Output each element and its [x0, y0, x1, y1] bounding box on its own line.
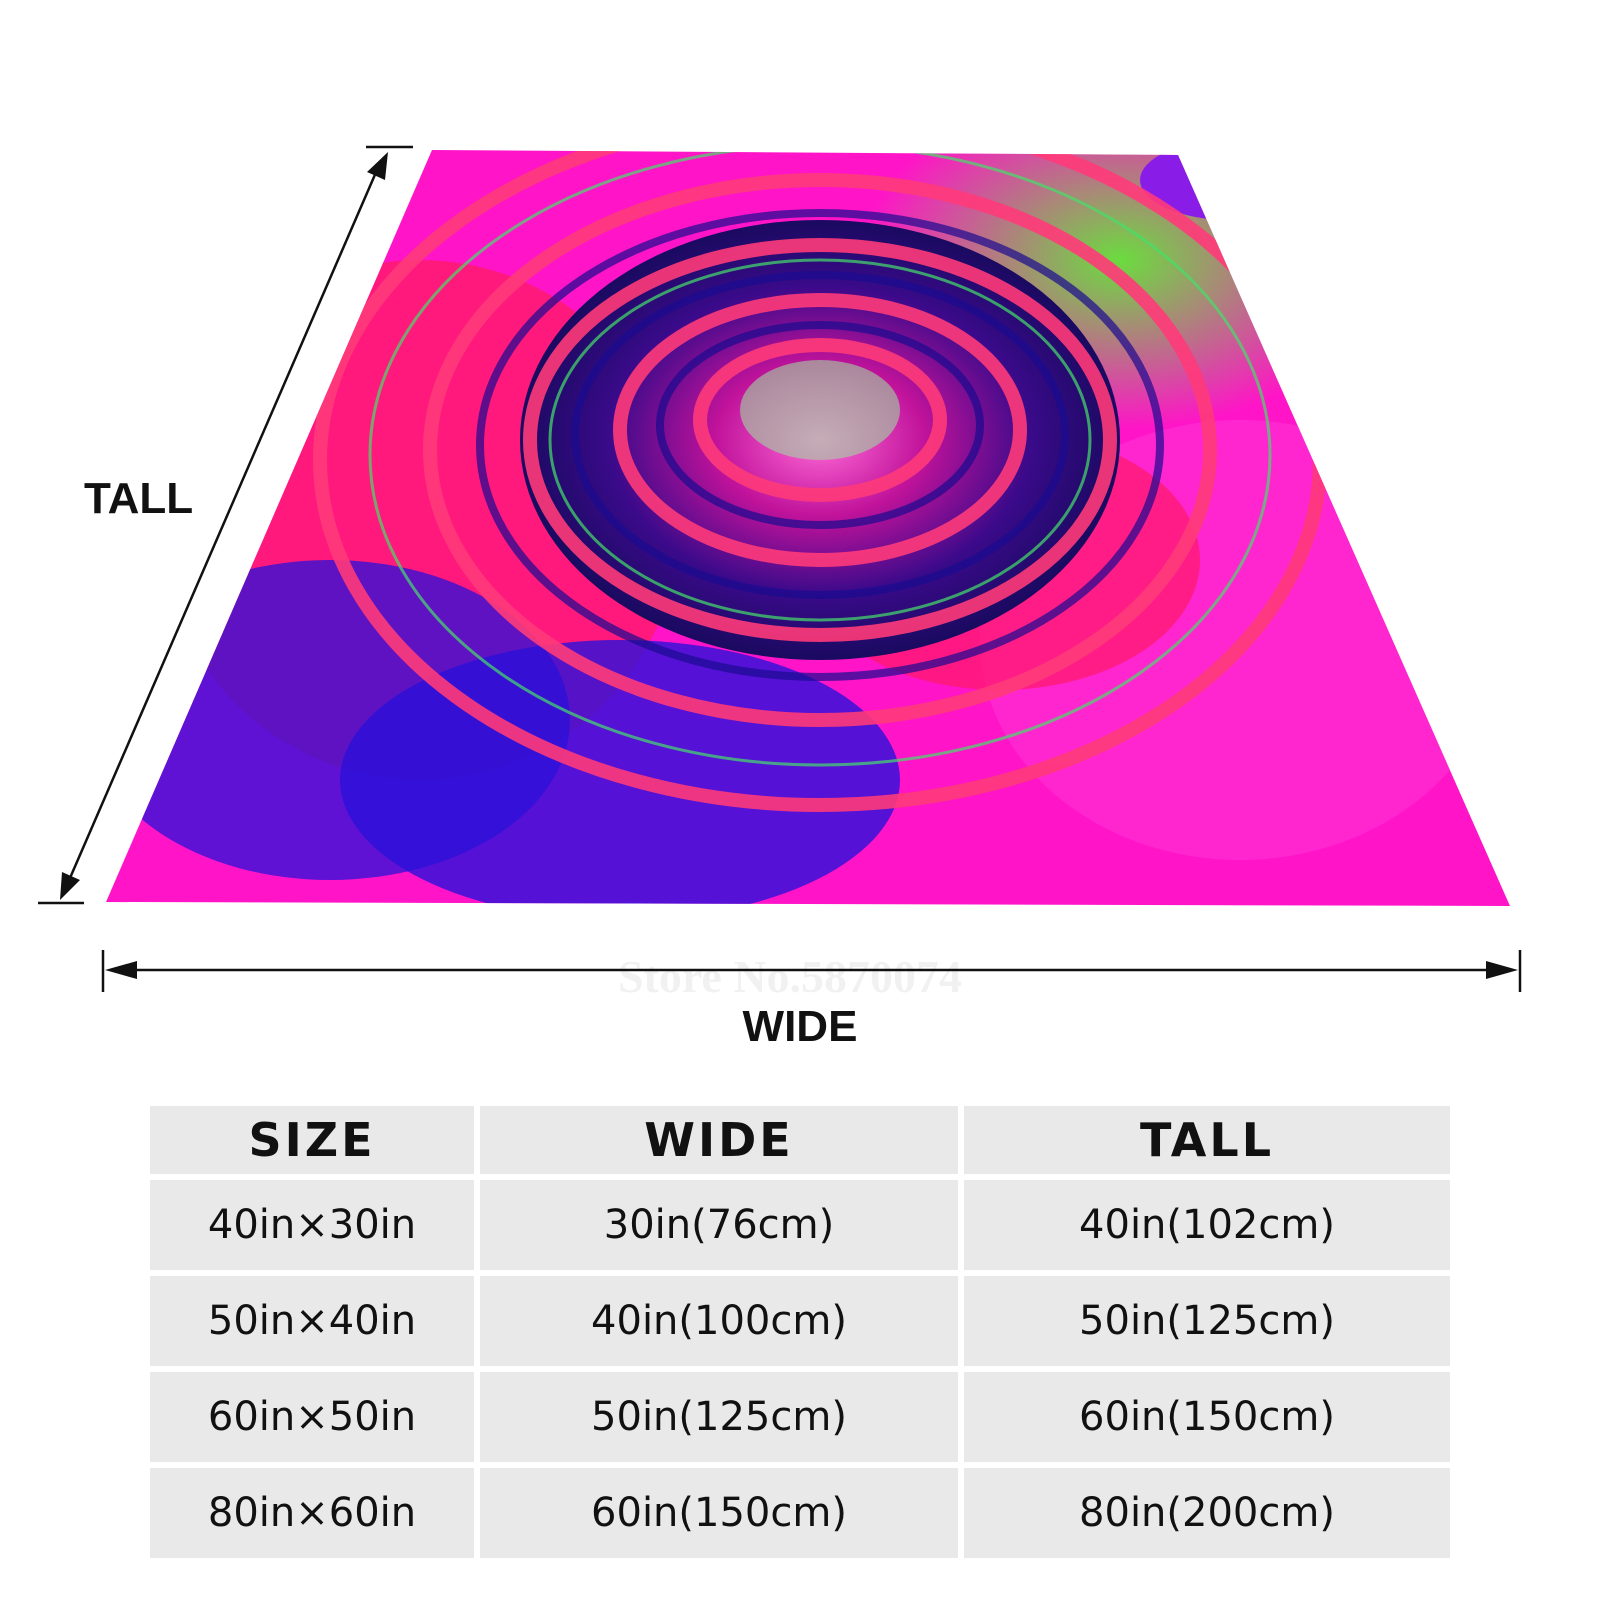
table-row: 80in×60in 60in(150cm) 80in(200cm)	[150, 1468, 1450, 1564]
wide-cell: 40in(100cm)	[480, 1276, 964, 1372]
column-header-wide: WIDE	[480, 1106, 964, 1180]
tall-dimension-arrow	[38, 145, 413, 905]
column-header-tall: TALL	[964, 1106, 1450, 1180]
size-cell: 80in×60in	[150, 1468, 480, 1564]
size-cell: 50in×40in	[150, 1276, 480, 1372]
table-row: 60in×50in 50in(125cm) 60in(150cm)	[150, 1372, 1450, 1468]
table-row: 50in×40in 40in(100cm) 50in(125cm)	[150, 1276, 1450, 1372]
tall-label: TALL	[84, 474, 194, 523]
tall-cell: 60in(150cm)	[964, 1372, 1450, 1468]
wide-label: WIDE	[742, 1002, 858, 1051]
wide-cell: 60in(150cm)	[480, 1468, 964, 1564]
table-header-row: SIZE WIDE TALL	[150, 1106, 1450, 1180]
tall-cell: 80in(200cm)	[964, 1468, 1450, 1564]
wide-cell: 30in(76cm)	[480, 1180, 964, 1276]
blanket-artwork	[106, 150, 1510, 906]
tall-cell: 40in(102cm)	[964, 1180, 1450, 1276]
wide-cell: 50in(125cm)	[480, 1372, 964, 1468]
wide-dimension-arrow	[101, 950, 1522, 992]
tall-cell: 50in(125cm)	[964, 1276, 1450, 1372]
size-cell: 40in×30in	[150, 1180, 480, 1276]
size-table: SIZE WIDE TALL 40in×30in 30in(76cm) 40in…	[150, 1106, 1450, 1564]
column-header-size: SIZE	[150, 1106, 480, 1180]
watermark-text: Store No.5870074	[618, 951, 962, 1002]
table-row: 40in×30in 30in(76cm) 40in(102cm)	[150, 1180, 1450, 1276]
size-cell: 60in×50in	[150, 1372, 480, 1468]
